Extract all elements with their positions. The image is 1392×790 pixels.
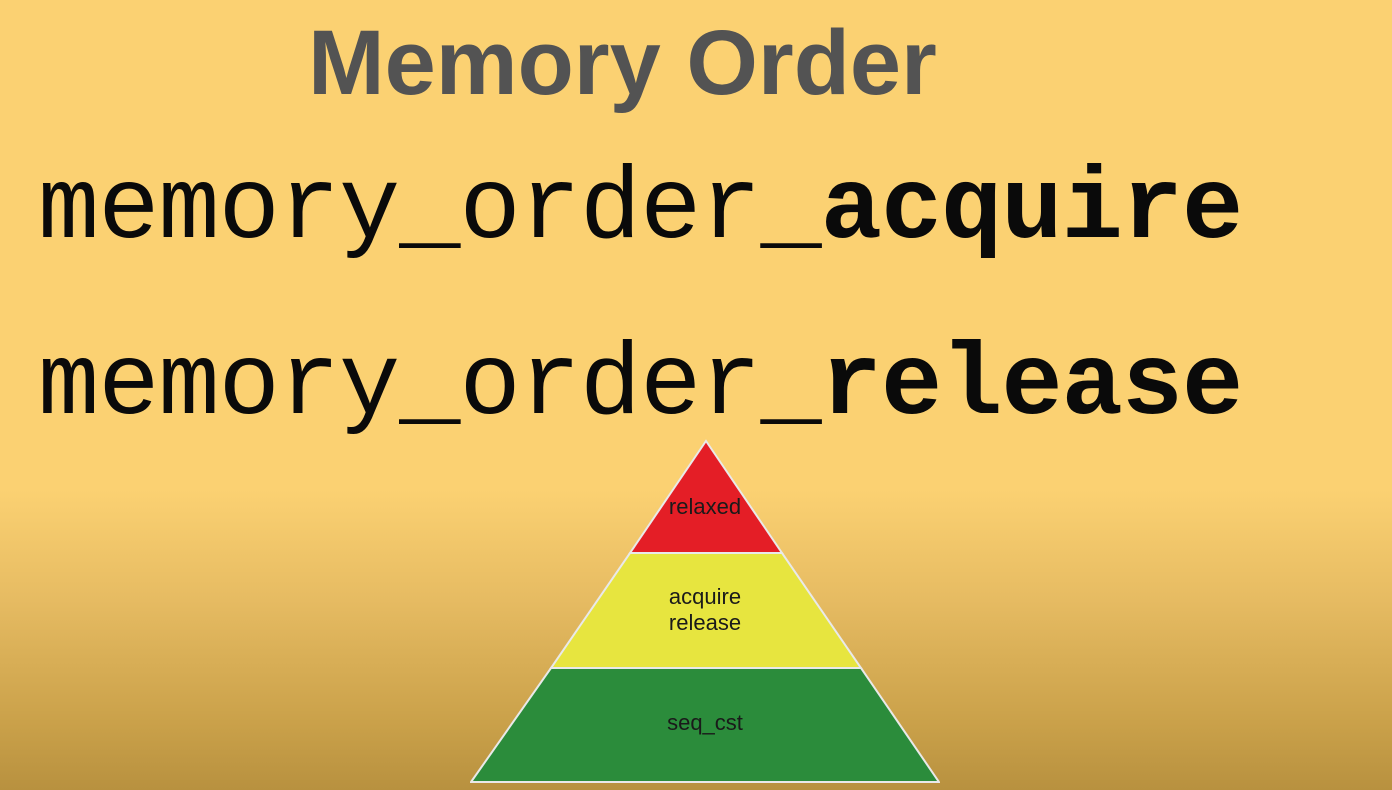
pyramid-tier-top <box>628 439 784 554</box>
code-emphasis: release <box>820 328 1243 444</box>
pyramid-label-acquire: acquire <box>668 584 742 609</box>
pyramid-label-release: release <box>668 610 742 635</box>
code-prefix: memory_order_ <box>38 152 822 268</box>
pyramid-label-acquire-release: acquire release <box>625 584 785 636</box>
slide-title: Memory Order <box>308 12 937 114</box>
code-emphasis: acquire <box>820 152 1243 268</box>
pyramid-label-relaxed: relaxed <box>668 494 742 519</box>
pyramid-label-seq-cst: seq_cst <box>667 710 743 735</box>
memory-order-pyramid <box>470 437 940 785</box>
code-line-acquire: memory_order_acquire <box>38 150 1243 270</box>
code-line-release: memory_order_release <box>38 326 1243 446</box>
code-prefix: memory_order_ <box>38 328 822 444</box>
